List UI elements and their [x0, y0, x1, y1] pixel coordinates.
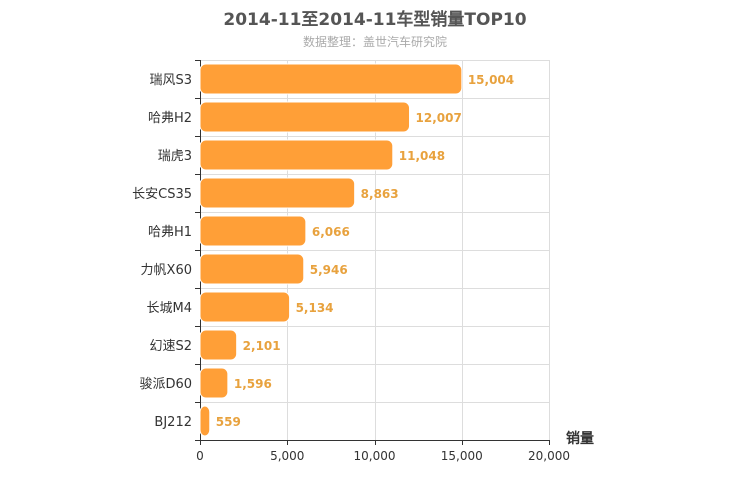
value-label: 5,946 — [310, 263, 348, 277]
x-tick-label: 5,000 — [270, 449, 304, 463]
value-label: 2,101 — [243, 339, 281, 353]
x-axis-title: 销量 — [566, 430, 594, 447]
x-tick-label: 20,000 — [528, 449, 570, 463]
bar — [199, 63, 463, 95]
category-label: 哈弗H1 — [148, 225, 192, 240]
value-label: 5,134 — [296, 301, 334, 315]
bar — [199, 367, 229, 399]
category-label: 骏派D60 — [139, 377, 192, 392]
value-label: 12,007 — [416, 111, 462, 125]
bar — [199, 329, 238, 361]
bar — [199, 139, 394, 171]
category-label: 力帆X60 — [141, 263, 192, 278]
bar — [199, 253, 305, 285]
bar — [199, 291, 291, 323]
x-tick-label: 15,000 — [441, 449, 483, 463]
chart-subtitle: 数据整理：盖世汽车研究院 — [302, 35, 447, 49]
bar — [199, 101, 411, 133]
value-label: 8,863 — [361, 187, 399, 201]
value-label: 6,066 — [312, 225, 350, 239]
bar — [199, 215, 307, 247]
category-label: 瑞风S3 — [149, 73, 192, 88]
value-label: 11,048 — [399, 149, 445, 163]
value-label: 15,004 — [468, 73, 514, 87]
category-label: 幻速S2 — [149, 339, 192, 354]
x-tick-label: 0 — [196, 449, 204, 463]
x-tick-label: 10,000 — [354, 449, 396, 463]
category-label: 瑞虎3 — [158, 149, 192, 164]
bar — [199, 405, 211, 437]
category-label: 长城M4 — [147, 301, 193, 316]
value-label: 559 — [216, 415, 241, 429]
category-label: 长安CS35 — [132, 187, 192, 202]
category-label: 哈弗H2 — [148, 111, 192, 126]
value-label: 1,596 — [234, 377, 272, 391]
chart-title: 2014-11至2014-11车型销量TOP10 — [223, 10, 527, 30]
bar — [199, 177, 356, 209]
category-label: BJ212 — [154, 415, 192, 430]
